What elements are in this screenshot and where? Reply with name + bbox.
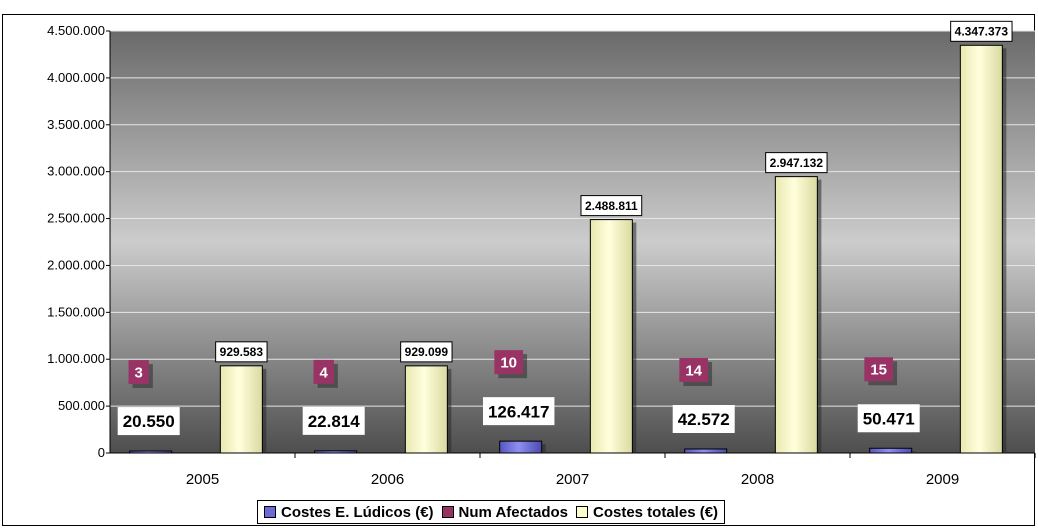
y-tick-label: 3.000.000: [47, 164, 105, 179]
data-label-box: [128, 360, 149, 385]
legend-label: Num Afectados: [458, 503, 568, 521]
y-tick-label: 500.000: [58, 398, 105, 413]
bar-costes-totales: [219, 365, 263, 454]
y-tick-label: 3.500.000: [47, 117, 105, 132]
data-label-costes-ludicos: 126.417: [488, 402, 549, 421]
data-label-num-afectados: 15: [870, 362, 887, 379]
axes: 0 500.000 1.000.000 1.500.000 2.000.000 2.500…: [47, 23, 1036, 488]
data-label-box: [494, 350, 524, 375]
data-label-box: [765, 152, 828, 174]
data-label-costes-ludicos: 42.572: [678, 410, 730, 429]
data-label-num-afectados: 4: [320, 364, 329, 381]
data-label-box: [679, 358, 709, 383]
y-tick-label: 2.500.000: [47, 211, 105, 226]
data-label-box: [857, 404, 920, 433]
y-tick-label: 4.000.000: [47, 70, 105, 85]
data-label-box: [580, 195, 643, 217]
data-labels: 929.583 20.550 3 929.099 22.814 4 2.488.811 126…: [117, 20, 1013, 436]
data-label-costes-ludicos: 50.471: [863, 409, 915, 428]
y-tick-label: 0: [98, 445, 105, 460]
bar-costes-ludicos: [129, 450, 173, 454]
bar-costes-totales: [959, 44, 1003, 454]
legend-swatch-cream: [576, 506, 588, 518]
legend-item-num-afectados: Num Afectados: [441, 503, 568, 521]
legend-swatch-magenta: [441, 506, 454, 518]
data-label-costes-ludicos: 22.814: [308, 412, 361, 431]
data-label-num-afectados: 14: [685, 362, 702, 379]
x-tick-label: 2008: [741, 471, 774, 488]
bar-costes-totales: [404, 365, 448, 454]
y-tick-label: 2.000.000: [47, 257, 105, 272]
legend-label: Costes E. Lúdicos (€): [281, 503, 434, 521]
legend: Costes E. Lúdicos (€) Num Afectados Cost…: [257, 500, 726, 524]
data-label-num-afectados: 3: [135, 364, 143, 381]
data-label-costes-totales: 2.488.811: [585, 199, 638, 213]
data-label-costes-totales: 929.583: [220, 345, 264, 359]
legend-item-costes-totales: Costes totales (€): [576, 504, 718, 521]
bar-costes-ludicos: [499, 440, 543, 454]
bar-costes-totales: [774, 176, 818, 454]
data-label-costes-totales: 2.947.132: [770, 156, 824, 170]
data-label-box: [672, 405, 735, 434]
data-label-box: [313, 359, 334, 384]
data-label-num-afectados: 10: [500, 355, 517, 372]
y-tick-label: 4.500.000: [47, 23, 105, 38]
bar-costes-ludicos: [684, 448, 728, 454]
legend-label: Costes totales (€): [593, 503, 719, 521]
data-label-box: [117, 407, 180, 436]
legend-swatch-blue: [264, 506, 276, 518]
data-label-box: [950, 20, 1013, 42]
bar-costes-ludicos: [869, 447, 913, 454]
x-tick-label: 2009: [926, 471, 959, 488]
data-label-box: [864, 357, 894, 382]
data-label-box: [400, 341, 453, 363]
data-label-box: [302, 406, 365, 435]
y-tick-label: 1.000.000: [47, 351, 105, 366]
x-tick-label: 2007: [556, 471, 589, 488]
legend-item-costes-ludicos: Costes E. Lúdicos (€): [264, 504, 434, 521]
data-label-costes-ludicos: 20.550: [123, 412, 175, 431]
data-label-costes-totales: 4.347.373: [955, 25, 1009, 39]
bar-costes-ludicos: [314, 450, 358, 454]
x-tick-label: 2006: [371, 471, 404, 488]
bar-costes-totales: [589, 219, 633, 454]
data-label-costes-totales: 929.099: [405, 345, 449, 359]
x-tick-label: 2005: [186, 471, 219, 488]
bars: [129, 44, 1007, 454]
data-label-box: [215, 341, 268, 363]
data-label-box: [482, 397, 555, 426]
y-tick-label: 1.500.000: [47, 304, 105, 319]
